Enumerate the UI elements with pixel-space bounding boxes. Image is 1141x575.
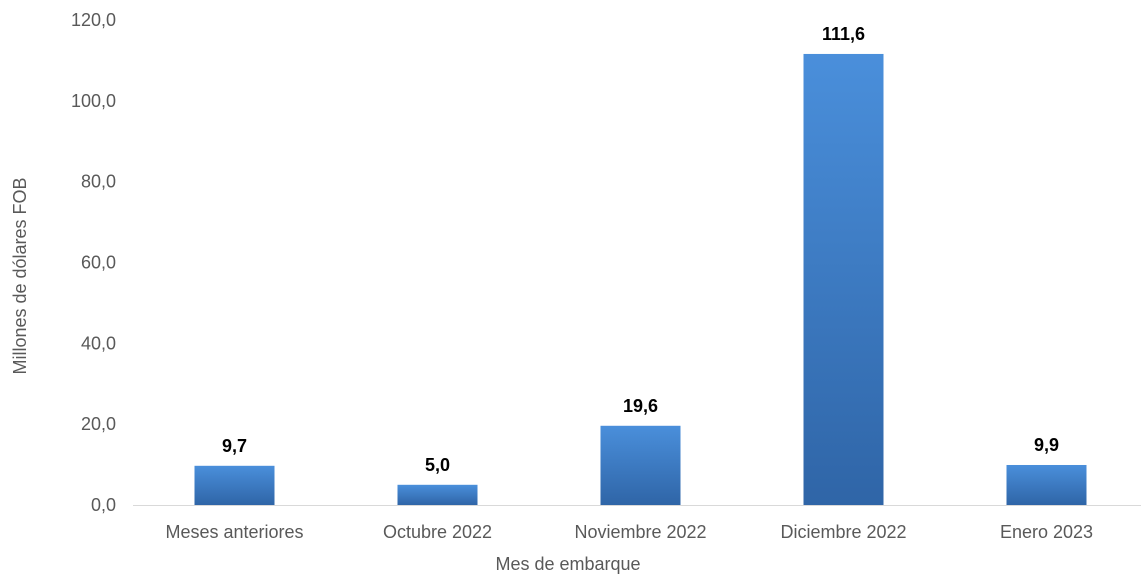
bar-value-label: 9,7 bbox=[222, 436, 247, 456]
bar-value-label: 9,9 bbox=[1034, 435, 1059, 455]
y-axis-title: Millones de dólares FOB bbox=[10, 177, 30, 374]
bar bbox=[194, 465, 275, 505]
x-tick-label: Noviembre 2022 bbox=[574, 522, 706, 542]
x-tick-label: Meses anteriores bbox=[165, 522, 303, 542]
y-tick-label: 60,0 bbox=[81, 253, 116, 273]
x-tick-label: Diciembre 2022 bbox=[780, 522, 906, 542]
data-labels: 9,7 5,0 19,6 111,6 9,9 bbox=[222, 24, 1059, 475]
bars bbox=[194, 53, 1087, 505]
bar bbox=[1006, 464, 1087, 505]
y-tick-label: 80,0 bbox=[81, 172, 116, 192]
y-tick-label: 100,0 bbox=[71, 91, 116, 111]
bar-value-label: 19,6 bbox=[623, 396, 658, 416]
bar-value-label: 111,6 bbox=[822, 24, 865, 44]
y-axis-ticks: 0,0 20,0 40,0 60,0 80,0 100,0 120,0 bbox=[71, 10, 116, 515]
x-axis-title: Mes de embarque bbox=[495, 554, 640, 574]
bar bbox=[600, 425, 681, 505]
x-tick-label: Octubre 2022 bbox=[383, 522, 492, 542]
x-axis-ticks: Meses anteriores Octubre 2022 Noviembre 20… bbox=[165, 522, 1093, 542]
bar bbox=[397, 484, 478, 505]
y-tick-label: 40,0 bbox=[81, 333, 116, 353]
y-tick-label: 0,0 bbox=[91, 495, 116, 515]
y-tick-label: 20,0 bbox=[81, 414, 116, 434]
x-tick-label: Enero 2023 bbox=[1000, 522, 1093, 542]
bar bbox=[803, 53, 884, 505]
y-tick-label: 120,0 bbox=[71, 10, 116, 30]
bar-value-label: 5,0 bbox=[425, 455, 450, 475]
